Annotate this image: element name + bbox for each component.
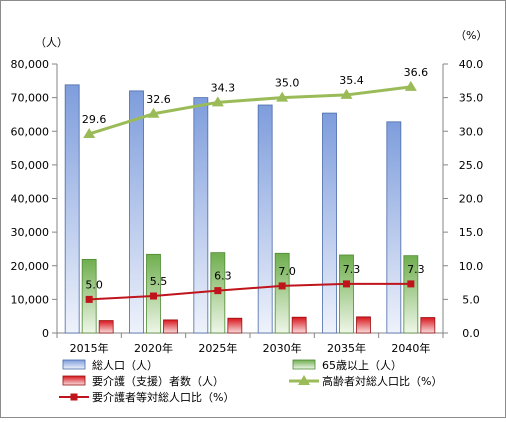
- y-right-tick-label: 40.0: [459, 58, 484, 71]
- x-tick-label: 2020年: [134, 341, 173, 355]
- aged-65-plus-bar: [274, 252, 290, 334]
- y-right-tick-label: 0.0: [462, 327, 480, 340]
- y-right-tick-label: 35.0: [459, 92, 484, 105]
- care-ratio-data-label: 6.3: [214, 270, 232, 283]
- x-tick-label: 2035年: [327, 341, 366, 355]
- total-population-bar: [386, 121, 402, 334]
- y-left-unit: （人）: [35, 36, 68, 49]
- axes: 0 10,000 20,000 30,000 40,000 50,000 60,000 70,…: [11, 58, 484, 355]
- aged-ratio-point: [276, 91, 289, 102]
- aged-65-plus-bar: [339, 254, 354, 334]
- y-left-tick-label: 30,000: [11, 226, 50, 239]
- care-ratio-point: [343, 280, 350, 288]
- lines: [83, 80, 417, 303]
- legend-marker: [70, 393, 78, 401]
- y-right-tick-label: 25.0: [459, 159, 484, 172]
- total-population-bar: [129, 90, 144, 334]
- care-needed-bar: [356, 316, 371, 334]
- y-right-tick-label: 15.0: [459, 226, 484, 239]
- legend-marker: [298, 375, 310, 385]
- aged-ratio-data-label: 36.6: [404, 66, 429, 79]
- total-population-bar: [193, 97, 209, 334]
- care-ratio-data-label: 7.0: [278, 265, 296, 278]
- aged-ratio-data-label: 29.6: [82, 113, 107, 126]
- care-ratio-point: [150, 292, 157, 300]
- total-population-bar: [257, 104, 273, 334]
- y-right-tick-label: 20.0: [459, 193, 484, 206]
- care-ratio-data-label: 7.3: [407, 263, 425, 276]
- x-tick-label: 2015年: [70, 341, 109, 355]
- aged-ratio-line: [88, 85, 412, 136]
- care-ratio-point: [407, 280, 415, 288]
- y-right-unit: （%）: [455, 29, 487, 42]
- legend: 総人口（人） 65歳以上（人） 要介護（支援）者数（人） 高齢者対総人口比（%） 要介護…: [59, 358, 442, 404]
- care-ratio-data-label: 5.0: [85, 278, 103, 291]
- care-needed-bar: [420, 317, 436, 334]
- care-needed-bar: [163, 319, 178, 334]
- y-left-tick-label: 70,000: [11, 92, 50, 105]
- legend-swatch: [62, 359, 86, 370]
- aged-ratio-point: [211, 96, 224, 107]
- aged-ratio-data-label: 35.4: [339, 74, 364, 87]
- y-left-tick-label: 80,000: [11, 58, 50, 71]
- y-left-tick-label: 0: [42, 327, 49, 340]
- y-right-tick-label: 10.0: [459, 260, 484, 273]
- aged-65-plus-bar: [403, 255, 419, 334]
- legend-label: 高齢者対総人口比（%）: [322, 374, 442, 388]
- legend-swatch: [62, 375, 86, 386]
- care-ratio-point: [214, 287, 222, 295]
- legend-label: 65歳以上（人）: [322, 359, 402, 372]
- y-right-tick-label: 30.0: [459, 125, 484, 138]
- legend-label: 要介護（支援）者数（人）: [92, 374, 224, 388]
- care-needed-bar: [98, 320, 114, 334]
- aged-ratio-data-label: 34.3: [211, 81, 236, 94]
- care-ratio-point: [278, 282, 286, 290]
- total-population-bar: [322, 112, 337, 334]
- y-left-tick-label: 20,000: [11, 260, 50, 273]
- x-tick-label: 2030年: [263, 341, 302, 355]
- aged-ratio-point: [404, 80, 417, 91]
- y-left-tick-label: 50,000: [11, 159, 50, 172]
- care-ratio-point: [85, 295, 93, 303]
- y-right-tick-label: 5.0: [462, 293, 480, 306]
- y-left-tick-label: 60,000: [11, 125, 50, 138]
- y-left-tick-label: 40,000: [11, 193, 50, 206]
- legend-label: 要介護者等対総人口比（%）: [92, 390, 234, 404]
- care-ratio-line: [89, 282, 411, 301]
- point-labels: 29.6 32.6 34.3 35.0 35.4 36.6 5.0 5.5 6.3 7.0 7.3 7…: [82, 66, 428, 292]
- aged-ratio-point: [83, 127, 96, 138]
- care-ratio-data-label: 5.5: [150, 275, 168, 288]
- x-tick-label: 2040年: [391, 341, 430, 355]
- aged-ratio-data-label: 32.6: [146, 93, 171, 106]
- y-left-tick-label: 10,000: [11, 293, 50, 306]
- total-population-bar: [64, 84, 80, 334]
- aged-ratio-point: [147, 107, 160, 118]
- legend-swatch: [292, 359, 316, 370]
- aged-ratio-point: [340, 88, 353, 99]
- care-ratio-data-label: 7.3: [343, 263, 361, 276]
- care-needed-bar: [227, 317, 243, 334]
- bars: [64, 84, 436, 334]
- legend-label: 総人口（人）: [92, 358, 158, 372]
- care-needed-bar: [291, 316, 307, 334]
- x-tick-label: 2025年: [198, 341, 237, 355]
- aged-ratio-data-label: 35.0: [275, 77, 300, 90]
